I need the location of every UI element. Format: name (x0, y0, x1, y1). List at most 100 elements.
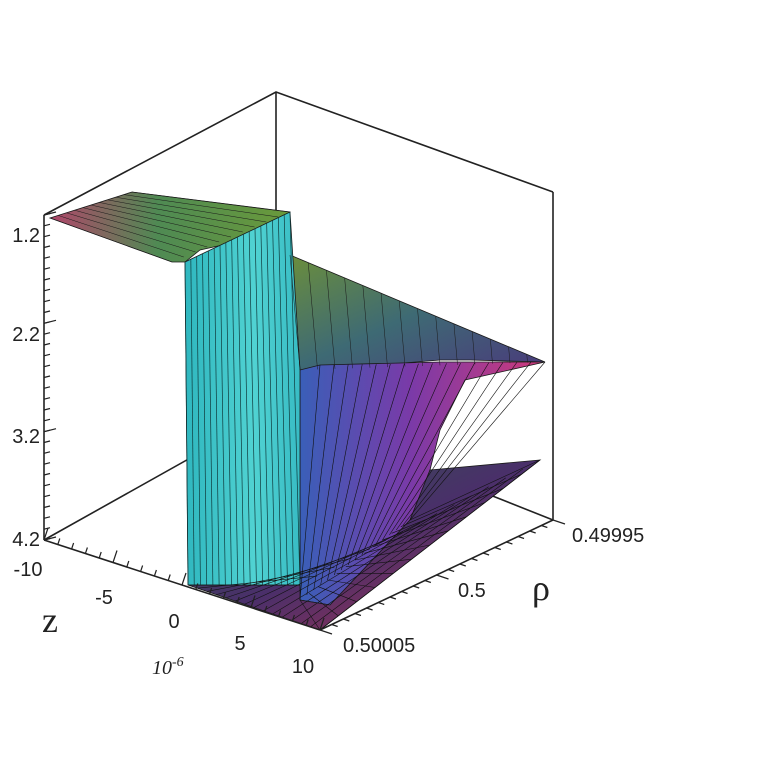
mesh-line (184, 261, 189, 586)
z-minor-tick (153, 569, 157, 577)
mesh-line (74, 209, 208, 248)
mesh-line (283, 214, 295, 586)
z-tick-label: 0 (168, 611, 179, 633)
mesh-line (266, 223, 276, 586)
value-minor-tick (43, 527, 51, 530)
value-tick-label: 1.2 (12, 225, 40, 247)
rho-tick-mark (552, 519, 566, 525)
mesh-line (373, 516, 467, 547)
z-axis-label: z (42, 600, 58, 640)
mesh-line (49, 217, 173, 263)
mesh-line (107, 199, 255, 228)
surface (48, 191, 546, 631)
value-minor-tick (43, 537, 51, 541)
mesh-line (197, 575, 318, 589)
mesh-line (308, 593, 339, 617)
mesh-line (453, 323, 458, 365)
mesh-line (272, 220, 282, 586)
mesh-line (526, 354, 528, 363)
value-minor-tick (43, 310, 51, 314)
value-minor-tick (43, 364, 51, 368)
mesh-line (291, 486, 489, 621)
mesh-line (354, 363, 433, 561)
rho-minor-tick (471, 557, 478, 562)
mesh-line (66, 212, 196, 253)
value-minor-tick (43, 342, 51, 346)
rho-minor-tick (378, 601, 385, 606)
value-minor-tick (43, 234, 51, 238)
mesh-line (131, 191, 291, 213)
mesh-line (213, 248, 220, 586)
z-minor-tick (195, 583, 199, 590)
mesh-line (326, 270, 336, 369)
rho-minor-tick (401, 590, 408, 595)
z-minor-tick (291, 614, 295, 622)
mesh-line (260, 225, 270, 586)
mesh-line (206, 566, 335, 592)
rho-tick-label: 0.5 (458, 580, 486, 602)
value-minor-tick (43, 332, 51, 335)
mesh-line (242, 234, 251, 586)
rho-minor-tick (343, 618, 350, 622)
value-minor-tick (43, 386, 51, 389)
value-tick-label: 2.2 (12, 324, 40, 346)
value-axis (43, 211, 57, 541)
value-minor-tick (43, 407, 51, 411)
mesh-line (231, 239, 239, 586)
z-tick-label: 10 (292, 656, 314, 678)
mesh-line (471, 331, 476, 365)
mesh-line (435, 316, 441, 366)
mesh-line (361, 363, 447, 556)
value-minor-tick (43, 483, 51, 487)
rho-tick-mark (436, 574, 449, 580)
mesh-line (347, 363, 419, 566)
rho-minor-tick (389, 596, 397, 600)
mesh-line (248, 231, 257, 586)
mesh-line (375, 362, 475, 546)
z-minor-tick (278, 610, 282, 617)
mesh-line (402, 362, 532, 526)
rho-minor-tick (506, 541, 513, 545)
value-minor-tick (43, 267, 51, 270)
mesh-line (391, 488, 504, 534)
rho-minor-tick (424, 579, 432, 584)
mesh-line (320, 364, 363, 586)
mesh-line (289, 254, 301, 371)
mesh-line (327, 579, 376, 588)
value-minor-tick (43, 277, 51, 281)
z-minor-tick (264, 605, 268, 613)
mesh-line (202, 253, 208, 586)
mesh-line (196, 256, 201, 586)
multiplier-base: 10 (152, 657, 172, 679)
z-tick-mark (319, 617, 325, 631)
mesh-line (306, 364, 335, 596)
multiplier-exponent: -6 (172, 655, 184, 670)
value-minor-tick (43, 375, 51, 379)
rho-minor-tick (541, 524, 548, 529)
mesh-line (272, 504, 455, 615)
z-minor-tick (305, 619, 309, 626)
z-tick-mark (181, 572, 187, 586)
value-minor-tick (43, 299, 51, 303)
rho-minor-tick (413, 585, 420, 589)
mesh-line (400, 473, 522, 527)
mesh-line (364, 530, 449, 554)
z-minor-tick (57, 538, 61, 545)
mesh-line (307, 262, 318, 370)
surface-mesh (49, 191, 546, 631)
mesh-line (313, 364, 349, 591)
value-minor-tick (43, 223, 51, 227)
z-minor-tick (236, 596, 240, 604)
value-minor-tick (43, 397, 51, 400)
mesh-line (382, 362, 490, 541)
mesh-line (219, 245, 226, 586)
rho-minor-tick (494, 546, 501, 551)
mesh-line (99, 202, 243, 233)
value-minor-tick (43, 472, 51, 476)
rho-minor-tick (447, 568, 455, 573)
value-minor-tick (43, 245, 51, 249)
z-axis-multiplier: 10-6 (152, 655, 184, 679)
mesh-line (490, 339, 493, 364)
value-minor-tick (43, 462, 51, 465)
